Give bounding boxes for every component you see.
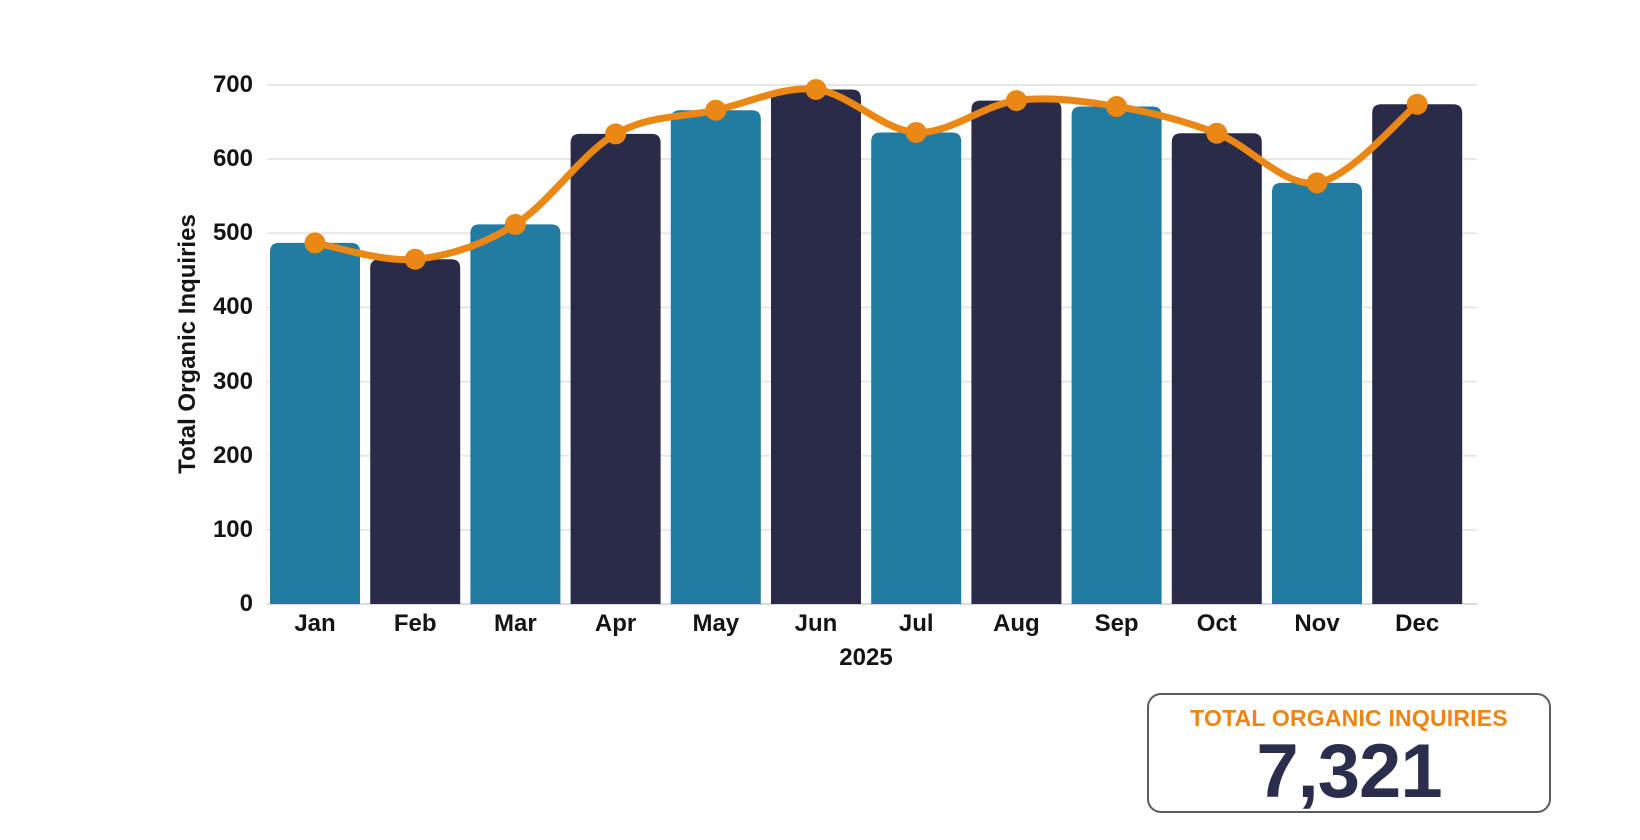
trend-point-mar[interactable] [504, 213, 526, 235]
y-tick-label-700: 700 [212, 71, 253, 98]
bar-mar[interactable] [470, 224, 561, 605]
trend-point-apr[interactable] [605, 123, 627, 145]
total-organic-inquiries-scorecard: TOTAL ORGANIC INQUIRIES 7,321 [1147, 693, 1551, 813]
scorecard-title: TOTAL ORGANIC INQUIRIES [1190, 705, 1508, 731]
trend-point-jun[interactable] [805, 78, 827, 100]
trend-point-feb[interactable] [404, 248, 426, 270]
scorecard-value: 7,321 [1256, 729, 1442, 814]
y-tick-label-200: 200 [212, 441, 253, 469]
x-label-jan: Jan [294, 610, 336, 637]
trend-point-may[interactable] [705, 99, 727, 121]
bar-feb[interactable] [370, 259, 461, 604]
trend-point-sep[interactable] [1106, 96, 1128, 118]
organic-inquiries-combo-chart: Total Organic Inquiries 0 100 200 300 400 500… [174, 71, 1477, 671]
bar-jul[interactable] [871, 132, 962, 605]
x-label-mar: Mar [494, 610, 537, 637]
bar-sep[interactable] [1071, 106, 1162, 604]
x-label-jul: Jul [898, 610, 934, 637]
x-label-nov: Nov [1294, 610, 1340, 637]
y-tick-label-500: 500 [212, 219, 253, 247]
x-label-feb: Feb [393, 610, 437, 637]
x-label-aug: Aug [993, 610, 1040, 637]
trend-point-jul[interactable] [905, 121, 927, 143]
bar-apr[interactable] [570, 133, 661, 605]
chart-plot-area [267, 78, 1477, 605]
bar-jan[interactable] [270, 242, 360, 604]
bar-may[interactable] [670, 110, 761, 605]
bar-aug[interactable] [971, 100, 1062, 604]
bar-dec[interactable] [1372, 104, 1463, 604]
bar-jun[interactable] [771, 89, 861, 605]
bar-oct[interactable] [1171, 133, 1262, 604]
x-label-sep: Sep [1094, 610, 1139, 637]
x-label-jun: Jun [794, 610, 838, 637]
trend-point-aug[interactable] [1005, 90, 1027, 112]
trend-point-oct[interactable] [1206, 122, 1228, 144]
x-label-may: May [692, 610, 740, 637]
x-label-dec: Dec [1395, 610, 1440, 637]
x-axis-title: 2025 [839, 644, 893, 671]
y-tick-label-100: 100 [212, 515, 253, 543]
bar-nov[interactable] [1272, 182, 1362, 604]
trend-point-dec[interactable] [1406, 93, 1428, 115]
x-label-apr: Apr [594, 610, 637, 637]
y-tick-label-400: 400 [212, 293, 253, 321]
trend-point-jan[interactable] [304, 232, 326, 254]
y-tick-label-300: 300 [212, 367, 253, 395]
y-tick-label-0: 0 [239, 590, 253, 617]
y-tick-label-600: 600 [212, 145, 253, 173]
x-label-oct: Oct [1196, 610, 1237, 637]
trend-point-nov[interactable] [1306, 172, 1328, 194]
